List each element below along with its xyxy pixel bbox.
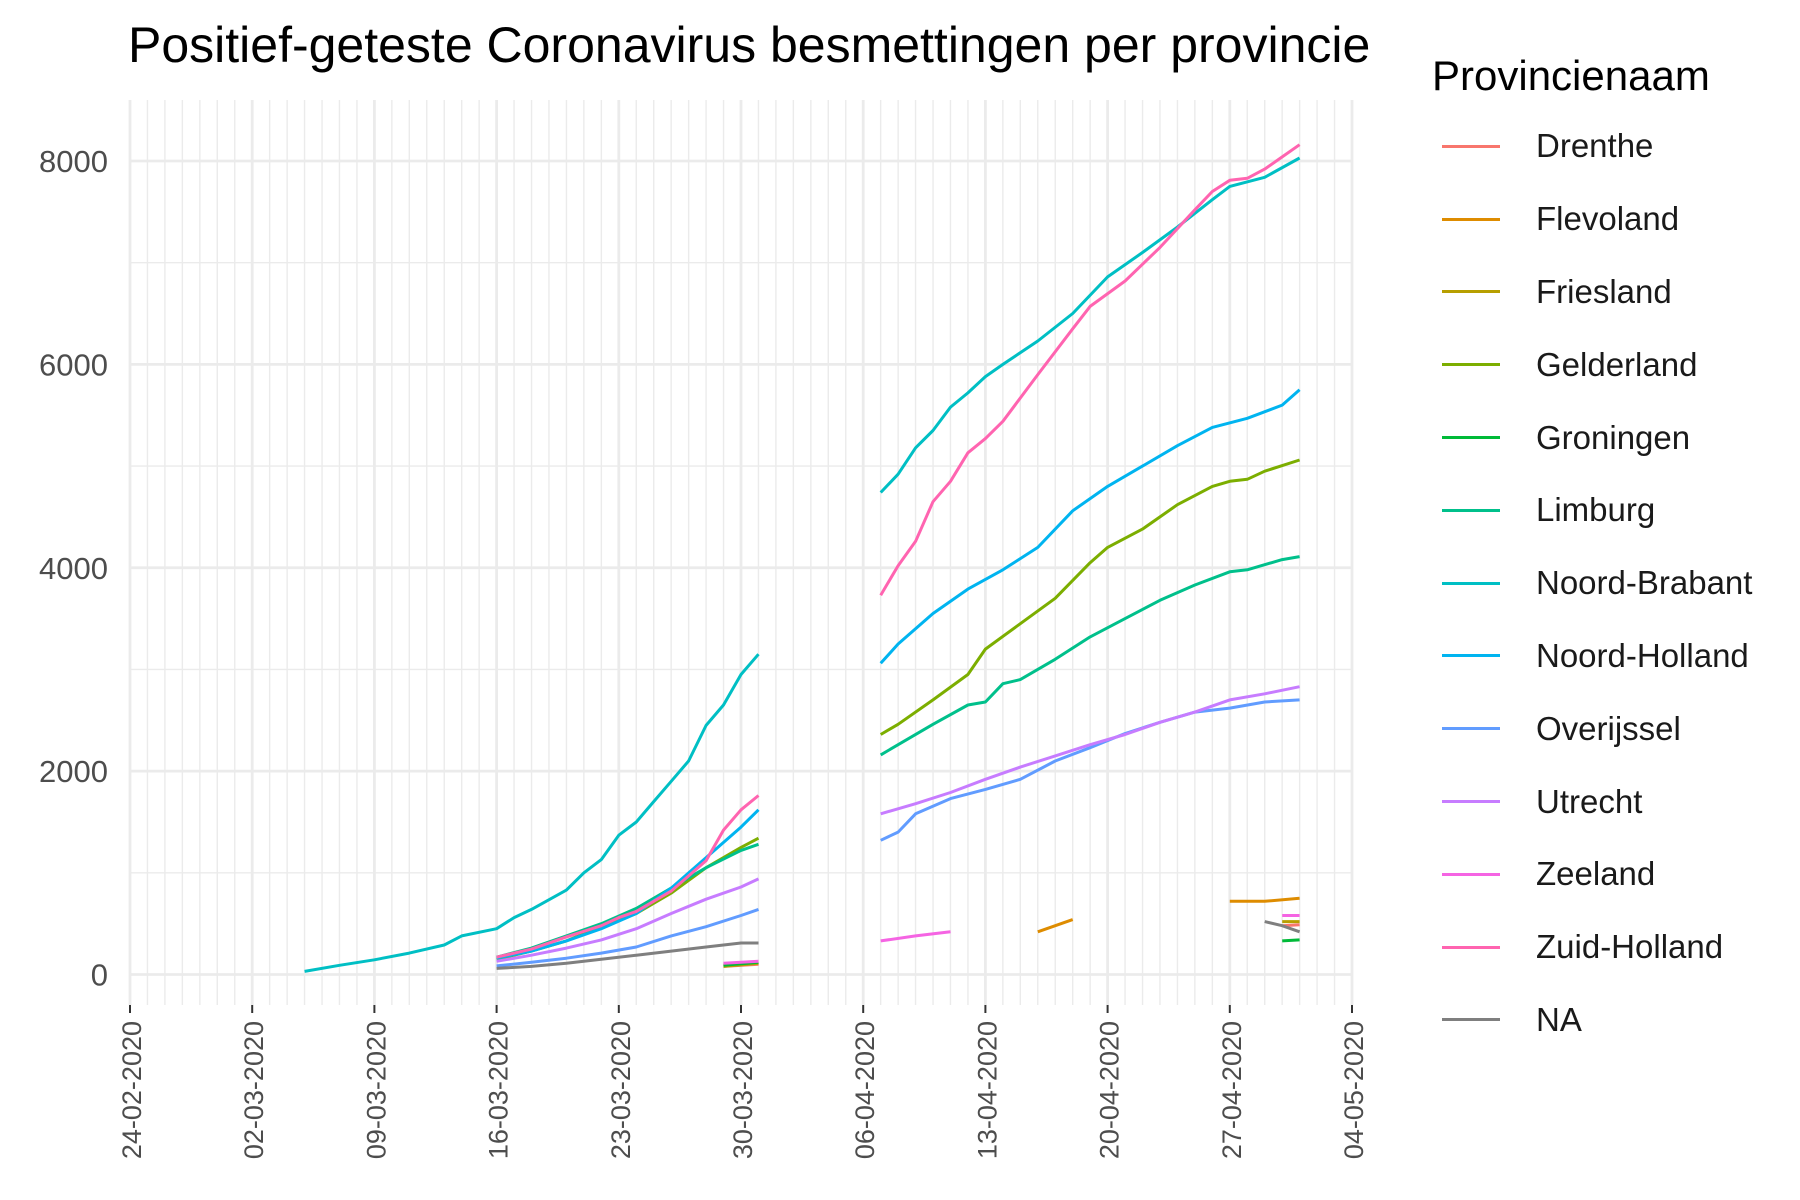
legend-title: Provincienaam xyxy=(1432,52,1710,99)
legend-swatch xyxy=(1442,508,1500,512)
legend-item-zeeland: Zeeland xyxy=(1432,838,1752,911)
series-line-groningen xyxy=(1282,938,1300,943)
x-tick-label: 20-04-2020 xyxy=(1095,1021,1125,1159)
legend-swatch xyxy=(1442,727,1500,731)
legend-swatch xyxy=(1442,945,1500,949)
legend-item-utrecht: Utrecht xyxy=(1432,765,1752,838)
legend-item-drenthe: Drenthe xyxy=(1432,110,1752,183)
y-tick-label: 6000 xyxy=(39,347,108,382)
x-tick-label: 04-05-2020 xyxy=(1339,1021,1369,1159)
legend-items: Drenthe Flevoland Friesland Gelderland Groni… xyxy=(1432,110,1752,1056)
x-tick-label: 09-03-2020 xyxy=(361,1021,391,1159)
legend-label: Limburg xyxy=(1536,491,1656,529)
legend-label: NA xyxy=(1536,1000,1582,1038)
series-line-zuid-holland xyxy=(879,143,1301,596)
legend-label: Friesland xyxy=(1536,272,1672,310)
legend-swatch xyxy=(1442,144,1500,148)
series-line-gelderland xyxy=(496,836,760,961)
legend-item-na: NA xyxy=(1432,984,1752,1057)
legend-item-noord-brabant: Noord-Brabant xyxy=(1432,547,1752,620)
x-tick-label: 27-04-2020 xyxy=(1217,1021,1247,1159)
legend-swatch xyxy=(1442,436,1500,440)
y-tick-label: 4000 xyxy=(39,551,108,586)
x-tick-label: 24-02-2020 xyxy=(117,1021,147,1159)
legend-item-overijssel: Overijssel xyxy=(1432,692,1752,765)
series-line-zuid-holland xyxy=(496,794,760,959)
series-line-limburg xyxy=(496,842,759,959)
legend-label: Noord-Holland xyxy=(1536,636,1749,674)
series-line-noord-brabant xyxy=(304,653,760,973)
legend-swatch xyxy=(1442,654,1500,658)
legend: Provincienaam Drenthe Flevoland Friesland G… xyxy=(1432,52,1752,1056)
legend-label: Drenthe xyxy=(1536,127,1654,165)
legend-swatch xyxy=(1442,217,1500,221)
series-line-utrecht xyxy=(880,685,1300,816)
series-line-overijssel xyxy=(880,698,1300,842)
legend-item-noord-holland: Noord-Holland xyxy=(1432,620,1752,693)
series-line-na xyxy=(1264,920,1301,934)
series-line-zeeland xyxy=(723,959,759,965)
legend-item-friesland: Friesland xyxy=(1432,256,1752,329)
series-line-noord-brabant xyxy=(879,156,1301,494)
legend-label: Gelderland xyxy=(1536,345,1698,383)
legend-swatch xyxy=(1442,1018,1500,1022)
x-tick-label: 13-04-2020 xyxy=(972,1021,1002,1159)
legend-item-limburg: Limburg xyxy=(1432,474,1752,547)
x-tick-label: 23-03-2020 xyxy=(606,1021,636,1159)
legend-swatch xyxy=(1442,581,1500,585)
x-tick-label: 16-03-2020 xyxy=(484,1021,514,1159)
series-line-flevoland xyxy=(1229,896,1300,903)
legend-item-zuid-holland: Zuid-Holland xyxy=(1432,911,1752,984)
grid xyxy=(128,100,1354,1005)
x-tick-label: 06-04-2020 xyxy=(850,1021,880,1159)
x-tick-label: 30-03-2020 xyxy=(728,1021,758,1159)
x-tick-label: 02-03-2020 xyxy=(239,1021,269,1159)
axis-ticks: 0 2000 4000 6000 8000 24-02-2020 02-03-2020 09-… xyxy=(39,144,1369,1159)
legend-swatch xyxy=(1442,872,1500,876)
legend-label: Noord-Brabant xyxy=(1536,564,1753,602)
y-tick-label: 8000 xyxy=(39,144,108,179)
series-line-limburg xyxy=(879,555,1300,757)
legend-label: Groningen xyxy=(1536,418,1691,456)
legend-label: Flevoland xyxy=(1536,200,1680,238)
series-lines xyxy=(304,143,1301,973)
legend-item-flevoland: Flevoland xyxy=(1432,183,1752,256)
series-line-na xyxy=(496,941,759,970)
legend-item-gelderland: Gelderland xyxy=(1432,328,1752,401)
legend-swatch xyxy=(1442,800,1500,804)
y-tick-label: 2000 xyxy=(39,754,108,789)
y-tick-label: 0 xyxy=(91,957,108,992)
series-line-utrecht xyxy=(496,877,760,963)
legend-swatch xyxy=(1442,363,1500,367)
legend-label: Zuid-Holland xyxy=(1536,928,1724,966)
legend-label: Zeeland xyxy=(1536,855,1656,893)
series-line-flevoland xyxy=(1037,918,1074,934)
legend-swatch xyxy=(1442,290,1500,294)
series-line-zeeland xyxy=(880,930,951,943)
series-line-noord-holland xyxy=(496,808,760,960)
legend-label: Overijssel xyxy=(1536,709,1681,747)
chart-title: Positief-geteste Coronavirus besmettinge… xyxy=(128,17,1371,73)
legend-label: Utrecht xyxy=(1536,782,1643,820)
legend-item-groningen: Groningen xyxy=(1432,401,1752,474)
series-line-noord-holland xyxy=(879,388,1301,665)
series-line-gelderland xyxy=(879,458,1301,736)
series-line-overijssel xyxy=(496,907,759,968)
